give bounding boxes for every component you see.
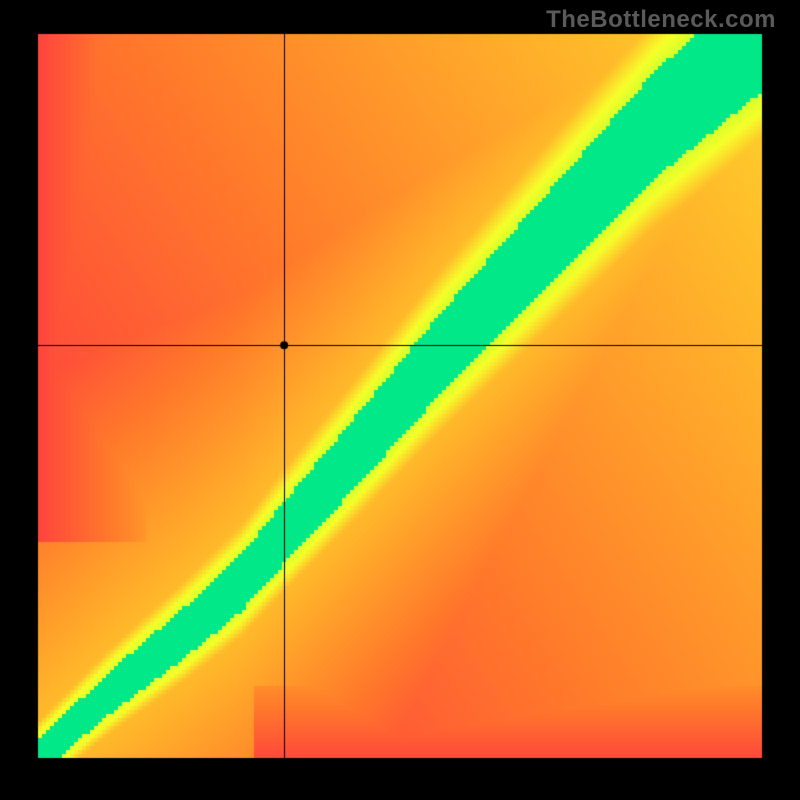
watermark-text: TheBottleneck.com bbox=[546, 6, 776, 34]
heatmap-canvas bbox=[0, 0, 800, 800]
chart-container: TheBottleneck.com bbox=[0, 0, 800, 800]
